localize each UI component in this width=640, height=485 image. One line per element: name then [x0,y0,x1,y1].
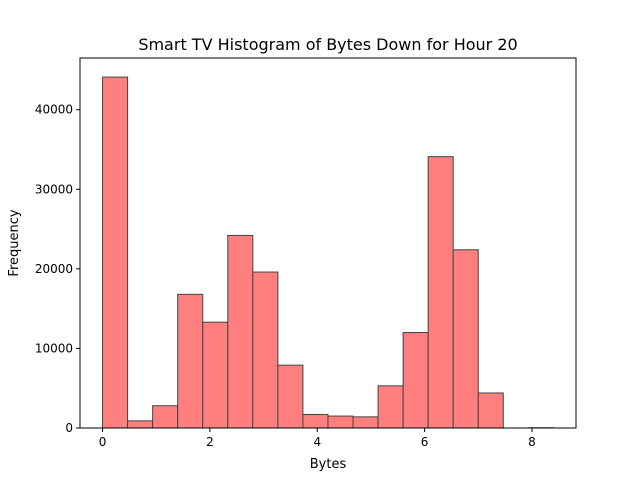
histogram-bar-8 [303,414,328,428]
histogram-bar-11 [378,386,403,428]
x-tick-label-4: 8 [528,435,536,449]
x-tick-label-1: 2 [206,435,214,449]
chart-title: Smart TV Histogram of Bytes Down for Hou… [138,35,517,54]
y-tick-label-2: 20000 [35,262,73,276]
histogram-bar-6 [253,272,278,428]
histogram-bar-12 [403,333,428,428]
y-tick-label-1: 10000 [35,341,73,355]
histogram-bar-14 [453,250,478,428]
histogram-bar-10 [353,417,378,428]
histogram-bar-7 [278,365,303,428]
histogram-bar-1 [128,421,153,428]
y-tick-label-3: 30000 [35,182,73,196]
histogram-bar-3 [178,294,203,428]
histogram-bar-2 [153,406,178,428]
x-tick-label-2: 4 [313,435,321,449]
x-axis-label: Bytes [310,457,347,472]
histogram-bar-4 [203,322,228,428]
y-tick-label-0: 0 [65,421,73,435]
histogram-bar-13 [428,157,453,428]
histogram-bar-15 [478,393,503,428]
histogram-bar-5 [228,235,253,428]
y-tick-label-4: 40000 [35,103,73,117]
histogram-bar-9 [328,416,353,428]
histogram-bar-0 [103,77,128,428]
y-axis-label: Frequency [7,209,22,276]
x-tick-label-3: 6 [421,435,429,449]
x-tick-label-0: 0 [99,435,107,449]
